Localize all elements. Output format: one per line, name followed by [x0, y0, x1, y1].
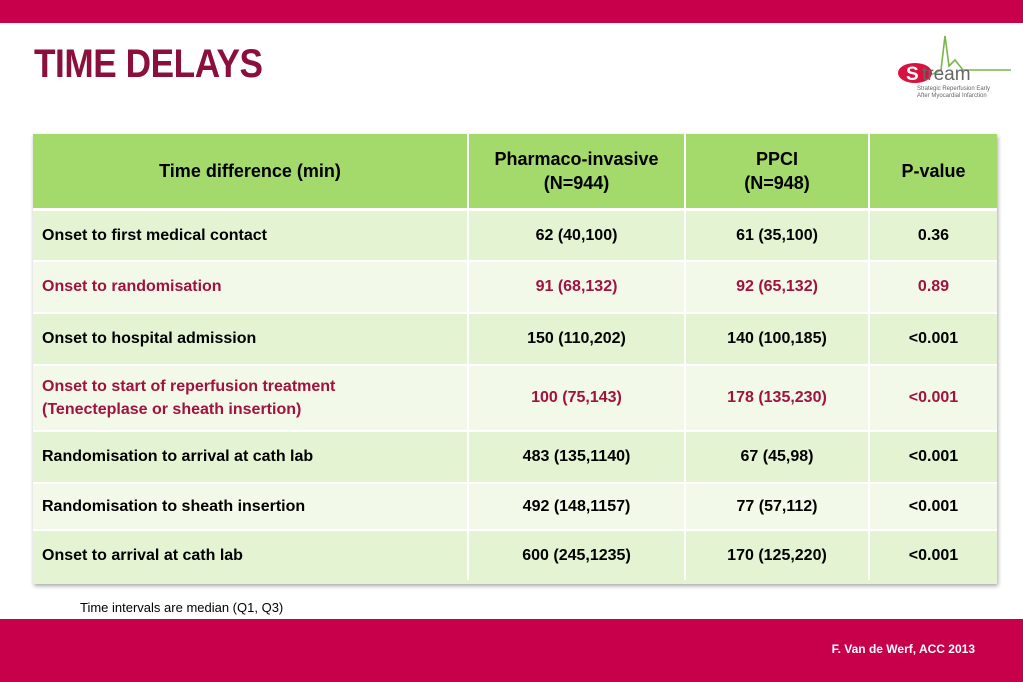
table-header-row: Time difference (min) Pharmaco-invasive … — [33, 134, 997, 210]
row-label: Onset to randomisation — [33, 259, 469, 313]
row-label: Randomisation to arrival at cath lab — [33, 429, 469, 483]
ppci-cell: 92 (65,132) — [685, 259, 870, 313]
table-row: Randomisation to sheath insertion 492 (1… — [33, 481, 997, 530]
p-value-cell: <0.001 — [869, 481, 997, 530]
stream-logo: S tream Strategic Reperfusion Early Afte… — [893, 30, 1019, 106]
table-row: Randomisation to arrival at cath lab 483… — [33, 429, 997, 483]
column-header: Time difference (min) — [33, 134, 469, 210]
table-row: Onset to randomisation 91 (68,132) 92 (6… — [33, 259, 997, 313]
logo-subtitle-line: Strategic Reperfusion Early — [917, 86, 991, 92]
logo-subtitle-line: After Myocardial Infarction — [917, 93, 987, 99]
ppci-cell: 67 (45,98) — [685, 429, 870, 483]
table-row: Onset to start of reperfusion treatment … — [33, 363, 997, 431]
page-title: TIME DELAYS — [34, 42, 263, 86]
p-value-cell: <0.001 — [869, 429, 997, 483]
ppci-cell: 77 (57,112) — [685, 481, 870, 530]
pharmaco-invasive-cell: 600 (245,1235) — [468, 528, 686, 580]
pharmaco-invasive-cell: 62 (40,100) — [468, 208, 686, 261]
bottom-accent-bar: F. Van de Werf, ACC 2013 — [0, 619, 1023, 682]
p-value-cell: 0.36 — [869, 208, 997, 261]
p-value-cell: 0.89 — [869, 259, 997, 313]
top-accent-bar — [0, 0, 1023, 23]
row-label: Onset to arrival at cath lab — [33, 528, 469, 580]
logo-subtitle: Strategic Reperfusion Early After Myocar… — [917, 86, 990, 100]
ppci-cell: 178 (135,230) — [685, 363, 870, 431]
table-row: Onset to arrival at cath lab 600 (245,12… — [33, 528, 997, 580]
ppci-cell: 170 (125,220) — [685, 528, 870, 580]
logo-wordmark: tream — [922, 64, 971, 85]
table-row: Onset to hospital admission 150 (110,202… — [33, 311, 997, 365]
p-value-cell: <0.001 — [869, 363, 997, 431]
citation: F. Van de Werf, ACC 2013 — [831, 642, 975, 656]
row-label: Onset to first medical contact — [33, 208, 469, 261]
column-header: PPCI (N=948) — [685, 134, 870, 210]
pharmaco-invasive-cell: 150 (110,202) — [468, 311, 686, 365]
footnote: Time intervals are median (Q1, Q3) — [80, 600, 284, 615]
pharmaco-invasive-cell: 100 (75,143) — [468, 363, 686, 431]
row-label: Randomisation to sheath insertion — [33, 481, 469, 530]
row-label: Onset to hospital admission — [33, 311, 469, 365]
column-header: Pharmaco-invasive (N=944) — [468, 134, 686, 210]
pharmaco-invasive-cell: 483 (135,1140) — [468, 429, 686, 483]
p-value-cell: <0.001 — [869, 311, 997, 365]
time-delays-table: Time difference (min) Pharmaco-invasive … — [33, 134, 997, 584]
pharmaco-invasive-cell: 492 (148,1157) — [468, 481, 686, 530]
p-value-cell: <0.001 — [869, 528, 997, 580]
column-header: P-value — [869, 134, 997, 210]
pharmaco-invasive-cell: 91 (68,132) — [468, 259, 686, 313]
row-label: Onset to start of reperfusion treatment … — [33, 363, 469, 431]
table-row: Onset to first medical contact 62 (40,10… — [33, 208, 997, 261]
ppci-cell: 61 (35,100) — [685, 208, 870, 261]
logo-initial: S — [906, 64, 919, 85]
ppci-cell: 140 (100,185) — [685, 311, 870, 365]
